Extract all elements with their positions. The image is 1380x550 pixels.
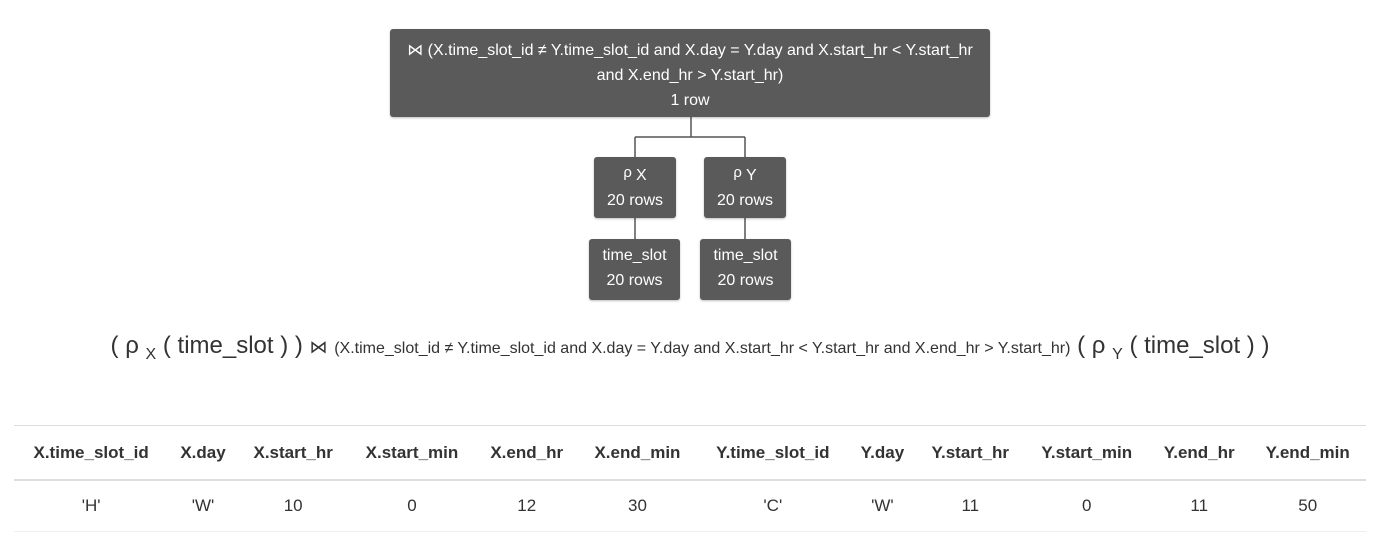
join-node-rows: 1 row [670, 92, 710, 109]
rename-y-name: Y [745, 167, 757, 184]
relational-expression: ( ρ X ( time_slot ) ) ⋈ (X.time_slot_id … [0, 332, 1380, 363]
column-header[interactable]: X.time_slot_id [14, 425, 169, 481]
result-header-row: X.time_slot_id X.day X.start_hr X.start_… [14, 425, 1366, 481]
result-table: X.time_slot_id X.day X.start_hr X.start_… [14, 425, 1366, 532]
table-cell: 'H' [14, 480, 169, 532]
table-cell: 0 [1024, 480, 1149, 532]
table-cell: 'W' [848, 480, 917, 532]
table-cell: 50 [1249, 480, 1366, 532]
expr-open-rho-y: ( ρ [1077, 332, 1106, 359]
column-header[interactable]: Y.end_hr [1149, 425, 1250, 481]
relation-x-node[interactable]: time_slot 20 rows [589, 239, 680, 300]
expr-relation-y: ( time_slot ) ) [1129, 332, 1270, 359]
relation-y-node[interactable]: time_slot 20 rows [700, 239, 791, 300]
relation-y-rows: 20 rows [717, 272, 774, 289]
column-header[interactable]: X.start_min [348, 425, 476, 481]
table-cell: 11 [916, 480, 1025, 532]
column-header[interactable]: X.day [168, 425, 238, 481]
table-cell: 12 [475, 480, 579, 532]
expr-open-rho-x: ( ρ [110, 332, 139, 359]
join-node[interactable]: ⋈ (X.time_slot_id ≠ Y.time_slot_id and X… [390, 29, 990, 117]
expr-join-icon: ⋈ [309, 337, 328, 357]
column-header[interactable]: X.end_hr [475, 425, 579, 481]
column-header[interactable]: Y.start_hr [916, 425, 1025, 481]
rename-x-rows: 20 rows [606, 192, 664, 209]
table-cell: 'C' [696, 480, 849, 532]
rename-x-name: X [635, 167, 647, 184]
column-header[interactable]: Y.start_min [1024, 425, 1149, 481]
table-cell: 0 [348, 480, 476, 532]
column-header[interactable]: Y.day [848, 425, 917, 481]
column-header[interactable]: Y.end_min [1249, 425, 1366, 481]
rename-y-rows: 20 rows [716, 192, 774, 209]
join-node-label: ⋈ (X.time_slot_id ≠ Y.time_slot_id and X… [390, 38, 990, 88]
relation-x-name: time_slot [602, 247, 667, 264]
expr-relation-x: ( time_slot ) ) [162, 332, 303, 359]
table-cell: 10 [237, 480, 349, 532]
table-row: 'H' 'W' 10 0 12 30 'C' 'W' 11 0 11 50 [14, 480, 1366, 532]
join-condition: (X.time_slot_id ≠ Y.time_slot_id and X.d… [427, 42, 973, 84]
table-cell: 11 [1149, 480, 1250, 532]
expr-sub-x: X [145, 346, 157, 363]
table-cell: 30 [578, 480, 697, 532]
relation-x-rows: 20 rows [606, 272, 663, 289]
column-header[interactable]: X.end_min [578, 425, 697, 481]
expr-sub-y: Y [1112, 346, 1123, 363]
rho-icon: ρ [733, 164, 742, 181]
expr-join-condition: (X.time_slot_id ≠ Y.time_slot_id and X.d… [334, 340, 1071, 357]
relation-y-name: time_slot [713, 247, 778, 264]
column-header[interactable]: Y.time_slot_id [696, 425, 849, 481]
operator-tree: ⋈ (X.time_slot_id ≠ Y.time_slot_id and X… [390, 29, 990, 300]
join-symbol-icon: ⋈ [407, 42, 424, 59]
rho-icon: ρ [623, 164, 632, 181]
column-header[interactable]: X.start_hr [237, 425, 349, 481]
table-cell: 'W' [168, 480, 238, 532]
